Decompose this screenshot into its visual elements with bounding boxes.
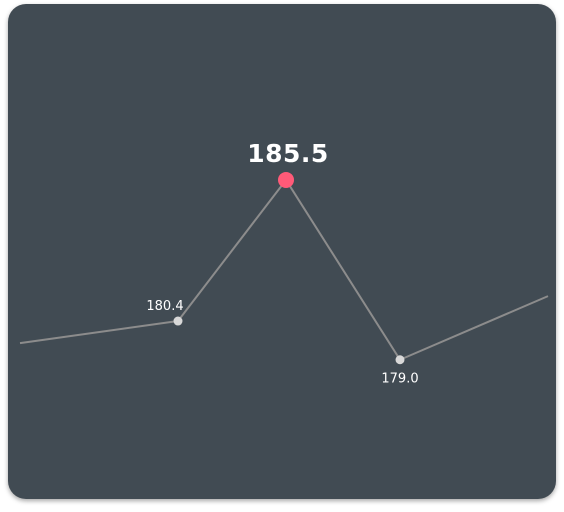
data-point xyxy=(173,316,183,326)
line-chart: 180.4 185.5 179.0 xyxy=(19,139,549,387)
chart-card: 180.4 185.5 179.0 xyxy=(8,4,556,499)
data-label: 185.5 xyxy=(247,139,329,168)
data-label: 179.0 xyxy=(381,372,418,387)
series-line xyxy=(19,178,549,361)
data-point xyxy=(395,355,405,365)
highlight-point xyxy=(278,171,294,188)
data-label: 180.4 xyxy=(146,299,183,314)
